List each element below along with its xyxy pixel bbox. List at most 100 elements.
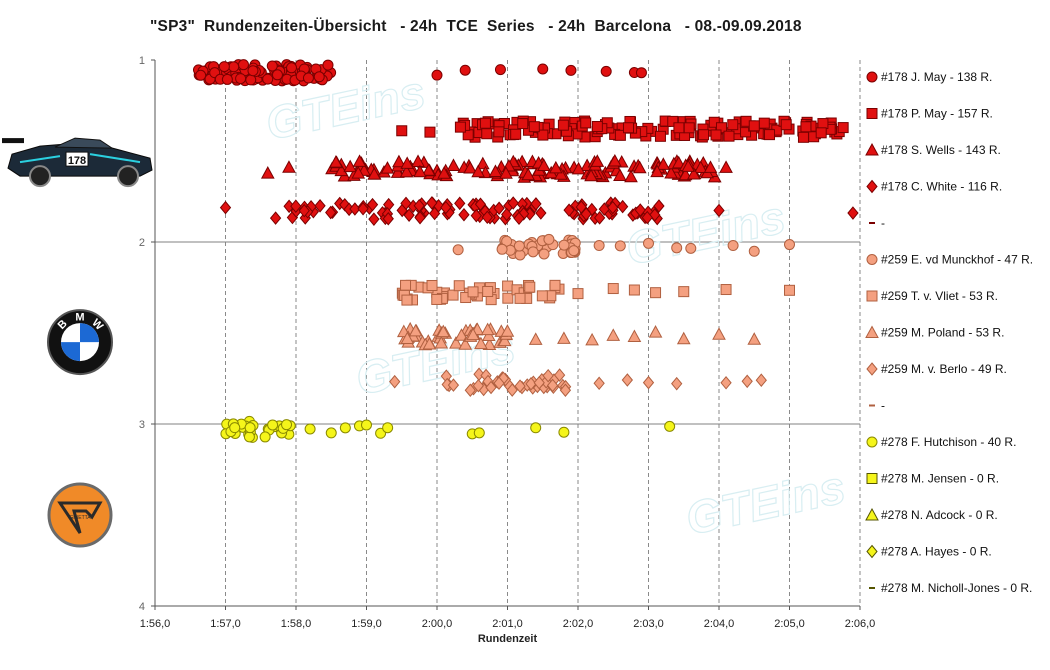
data-point-diamond <box>621 373 634 387</box>
data-point-triangle <box>671 155 686 169</box>
data-point-diamond <box>514 379 526 393</box>
data-point-circle <box>339 422 351 434</box>
data-point-circle <box>593 240 605 252</box>
data-point-square <box>764 129 776 141</box>
data-point-square <box>797 131 809 143</box>
legend-marker-circle <box>866 71 878 83</box>
car-number-plate <box>65 151 89 167</box>
legend-label: - <box>881 216 885 230</box>
data-point-triangle <box>686 166 701 180</box>
data-point-triangle <box>499 166 513 179</box>
y-tick-label: 4 <box>139 601 145 613</box>
data-point-diamond <box>607 200 619 215</box>
legend-label: #259 M. Poland - 53 R. <box>881 326 1004 340</box>
data-point-circle <box>600 65 612 77</box>
data-point-triangle <box>466 327 480 341</box>
data-point-triangle <box>400 156 415 169</box>
data-point-diamond <box>713 203 725 218</box>
data-point-diamond <box>447 378 460 392</box>
data-point-diamond <box>535 206 547 220</box>
data-points-layer <box>192 59 859 443</box>
data-point-diamond <box>634 203 646 217</box>
x-axis-label: Rundenzeit <box>478 633 538 645</box>
legend-label: #278 N. Adcock - 0 R. <box>881 508 998 522</box>
data-point-diamond <box>563 203 575 217</box>
data-point-diamond <box>671 376 683 391</box>
data-point-circle <box>494 64 506 76</box>
data-point-circle <box>218 61 230 73</box>
data-point-square <box>453 280 465 292</box>
data-point-circle <box>784 239 795 251</box>
ginetta-race-car-photo: 178 <box>2 137 153 188</box>
data-point-triangle <box>352 154 367 167</box>
data-point-triangle <box>656 157 671 170</box>
data-point-square <box>502 280 514 292</box>
legend-marker-circle <box>866 254 878 265</box>
data-point-circle <box>643 237 654 249</box>
car-window <box>54 137 114 149</box>
data-point-diamond <box>641 210 653 225</box>
data-point-triangle <box>608 153 622 167</box>
x-tick-label: 2:01,0 <box>492 618 523 630</box>
data-point-triangle <box>399 164 414 178</box>
data-point-diamond <box>470 208 482 223</box>
legend-marker-triangle <box>865 142 879 156</box>
data-point-circle <box>568 245 580 257</box>
x-tick-label: 2:03,0 <box>633 618 664 630</box>
data-point-diamond <box>580 207 592 221</box>
data-point-square <box>514 292 526 304</box>
data-point-diamond <box>269 211 282 225</box>
data-point-square <box>549 279 561 291</box>
data-point-square <box>481 128 493 140</box>
data-point-circle <box>195 69 207 81</box>
data-point-diamond <box>481 210 493 225</box>
data-point-circle <box>237 59 249 71</box>
data-point-square <box>780 119 792 131</box>
data-point-circle <box>325 427 337 439</box>
data-point-circle <box>543 233 555 245</box>
data-point-triangle <box>392 154 406 168</box>
bmw-logo: BM W <box>47 309 113 376</box>
x-tick-label: 2:06,0 <box>845 618 876 630</box>
data-point-circle <box>262 73 274 85</box>
data-point-triangle <box>413 164 427 178</box>
data-point-triangle <box>463 160 477 174</box>
data-point-diamond <box>755 373 767 387</box>
legend-label: #278 A. Hayes - 0 R. <box>881 545 992 559</box>
data-point-triangle <box>693 160 708 174</box>
ginetta-logo: GINETTA <box>47 482 113 548</box>
data-point-circle <box>302 72 314 84</box>
data-point-triangle <box>571 161 586 175</box>
legend-marker-circle <box>866 436 878 448</box>
data-point-circle <box>259 431 271 443</box>
data-point-triangle <box>400 331 415 344</box>
data-point-square <box>817 118 829 130</box>
data-point-circle <box>304 423 316 435</box>
data-point-triangle <box>627 329 642 343</box>
data-point-circle <box>496 243 508 255</box>
data-point-square <box>537 129 549 141</box>
data-point-triangle <box>260 166 275 179</box>
data-point-diamond <box>741 374 753 389</box>
x-tick-label: 2:02,0 <box>563 618 594 630</box>
data-point-triangle <box>334 163 349 177</box>
data-point-triangle <box>411 154 425 167</box>
data-point-diamond <box>501 207 513 222</box>
data-point-triangle <box>537 158 551 172</box>
data-point-square <box>591 121 603 133</box>
data-point-diamond <box>400 196 412 211</box>
data-point-triangle <box>474 336 488 350</box>
data-point-circle <box>513 240 525 252</box>
legend-label: #259 T. v. Vliet - 53 R. <box>881 289 998 303</box>
data-point-diamond <box>325 205 337 220</box>
data-point-triangle <box>480 322 495 336</box>
data-point-square <box>467 286 479 298</box>
data-point-triangle <box>664 165 678 179</box>
data-point-diamond <box>389 374 401 389</box>
ginetta-wordmark: GINETTA <box>69 515 91 521</box>
data-point-square <box>654 130 666 142</box>
legend-marker-square <box>866 473 878 484</box>
bmw-letter: M <box>75 312 84 324</box>
data-point-square <box>623 122 635 134</box>
